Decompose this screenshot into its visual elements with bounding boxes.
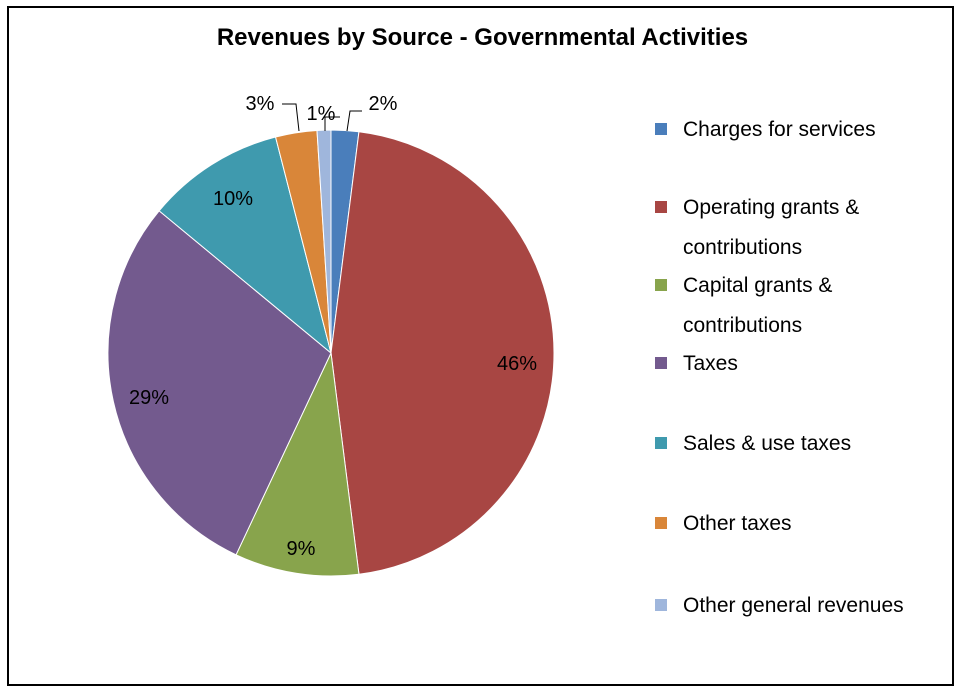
legend-label: Sales & use taxes bbox=[683, 432, 852, 455]
pie-slice bbox=[316, 129, 332, 354]
legend-label: Other taxes bbox=[683, 512, 792, 535]
legend-label: Charges for services bbox=[683, 118, 876, 141]
pie-slice bbox=[158, 136, 332, 355]
legend-item: Other general revenues bbox=[655, 586, 953, 626]
leader-line bbox=[324, 116, 340, 131]
leader-line bbox=[282, 103, 300, 132]
legend-swatch bbox=[655, 517, 667, 529]
slice-label: 3% bbox=[246, 93, 275, 115]
legend-swatch bbox=[655, 279, 667, 291]
legend-item: Capital grants & contributions bbox=[655, 266, 953, 346]
legend-swatch bbox=[655, 201, 667, 213]
legend-item: Other taxes bbox=[655, 504, 953, 544]
slice-label: 10% bbox=[213, 188, 253, 210]
pie-slice bbox=[235, 351, 360, 577]
slice-label: 46% bbox=[497, 353, 537, 375]
chart-title: Revenues by Source - Governmental Activi… bbox=[216, 24, 749, 51]
legend-item: Taxes bbox=[655, 344, 953, 384]
leader-line bbox=[346, 110, 362, 132]
slice-label: 29% bbox=[129, 387, 169, 409]
legend-swatch bbox=[655, 599, 667, 611]
legend-item: Sales & use taxes bbox=[655, 424, 953, 464]
legend-item: Operating grants & contributions bbox=[655, 188, 953, 268]
legend-label: Other general revenues bbox=[683, 594, 904, 617]
legend-label: Taxes bbox=[683, 352, 738, 375]
legend-swatch bbox=[655, 437, 667, 449]
slice-label: 2% bbox=[369, 93, 398, 115]
legend-swatch bbox=[655, 123, 667, 135]
legend-item: Charges for services bbox=[655, 110, 953, 150]
legend-label: Capital grants & contributions bbox=[683, 274, 833, 337]
legend-label: Operating grants & contributions bbox=[683, 196, 860, 259]
slice-label: 9% bbox=[287, 538, 316, 560]
legend-swatch bbox=[655, 357, 667, 369]
pie-slice bbox=[330, 131, 555, 575]
slice-label: 1% bbox=[307, 103, 336, 125]
pie-slice bbox=[107, 210, 332, 556]
